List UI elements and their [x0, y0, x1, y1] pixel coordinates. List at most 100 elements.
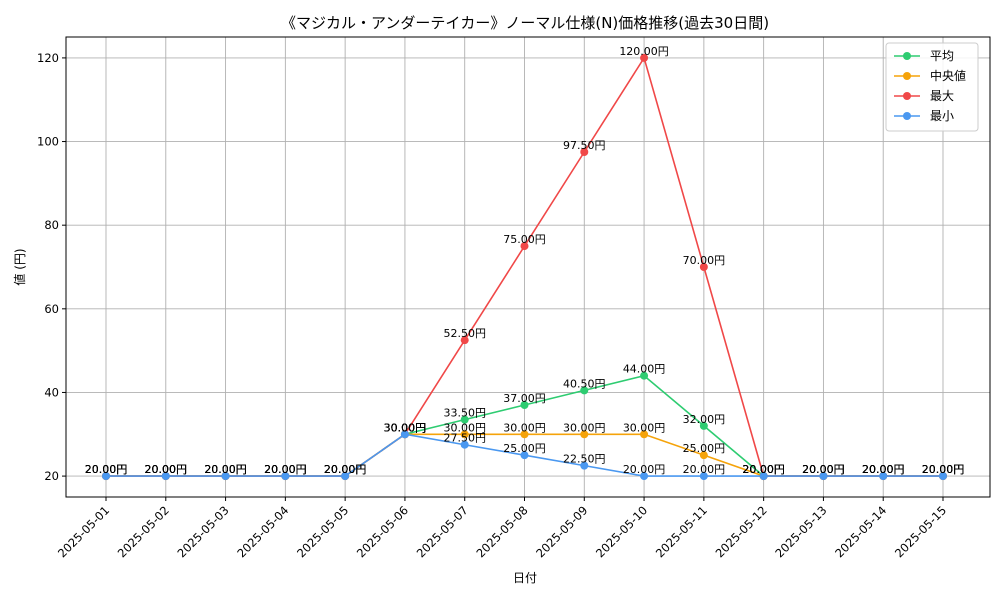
y-tick-label: 40	[44, 385, 59, 399]
data-label: 40.50円	[563, 377, 606, 390]
data-label: 27.50円	[443, 432, 486, 445]
data-label: 20.00円	[742, 463, 785, 476]
data-label: 75.00円	[503, 233, 546, 246]
data-point	[879, 472, 888, 481]
data-point	[580, 461, 589, 470]
data-label: 30.00円	[384, 421, 427, 434]
data-point	[341, 472, 350, 481]
x-tick-label: 2025-05-09	[533, 503, 590, 560]
x-tick-label: 2025-05-10	[593, 503, 650, 560]
data-point	[460, 440, 469, 449]
legend-swatch-marker	[903, 52, 911, 60]
x-tick-label: 2025-05-14	[832, 503, 889, 560]
data-point	[580, 148, 589, 156]
data-label: 20.00円	[802, 463, 845, 476]
data-label: 30.00円	[443, 421, 486, 434]
legend-swatch-marker	[903, 112, 911, 120]
data-label: 20.00円	[742, 463, 785, 476]
data-label: 37.00円	[503, 392, 546, 405]
data-label: 25.00円	[503, 442, 546, 455]
x-tick-label: 2025-05-05	[294, 503, 351, 560]
data-point	[699, 263, 708, 271]
x-tick-label: 2025-05-08	[473, 503, 530, 560]
data-point	[699, 421, 708, 430]
data-label: 30.00円	[384, 421, 427, 434]
data-label: 20.00円	[85, 463, 128, 476]
data-label: 20.00円	[922, 463, 965, 476]
data-label: 44.00円	[623, 363, 666, 376]
data-label: 20.00円	[324, 463, 367, 476]
data-point	[819, 472, 828, 481]
data-label: 20.00円	[802, 463, 845, 476]
data-label: 20.00円	[324, 463, 367, 476]
data-label: 20.00円	[623, 463, 666, 476]
x-tick-label: 2025-05-04	[234, 503, 291, 560]
data-label: 20.00円	[802, 463, 845, 476]
data-label: 20.00円	[204, 463, 247, 476]
data-label: 97.50円	[563, 139, 606, 152]
data-point	[221, 472, 230, 481]
y-tick-label: 100	[37, 135, 59, 149]
legend-swatch-marker	[903, 92, 911, 100]
legend-entry-label: 最小	[930, 109, 954, 123]
data-label: 25.00円	[683, 442, 726, 455]
data-point	[939, 472, 947, 481]
data-label: 20.00円	[742, 463, 785, 476]
data-label: 20.00円	[264, 463, 307, 476]
y-tick-label: 80	[44, 218, 59, 232]
data-label: 32.00円	[683, 413, 726, 426]
data-label: 20.00円	[324, 463, 367, 476]
x-tick-label: 2025-05-06	[354, 503, 411, 560]
data-label: 30.00円	[384, 421, 427, 434]
data-label: 20.00円	[145, 463, 188, 476]
data-point	[520, 451, 529, 460]
data-label: 20.00円	[683, 463, 726, 476]
chart-title: 《マジカル・アンダーテイカー》ノーマル仕様(N)価格推移(過去30日間)	[281, 14, 769, 32]
data-point	[580, 430, 589, 439]
y-tick-label: 120	[37, 51, 59, 65]
data-label: 20.00円	[145, 463, 188, 476]
grid-layer	[66, 37, 990, 497]
data-label: 30.00円	[384, 421, 427, 434]
data-label: 20.00円	[742, 463, 785, 476]
data-label: 20.00円	[802, 463, 845, 476]
data-label: 20.00円	[264, 463, 307, 476]
data-point	[759, 472, 768, 481]
data-point	[699, 472, 708, 481]
data-label: 30.00円	[503, 421, 546, 434]
data-point	[460, 336, 469, 345]
data-point	[640, 430, 649, 439]
data-point	[699, 451, 708, 460]
x-tick-label: 2025-05-03	[175, 503, 232, 560]
tick-layer: 2025-05-01 2025-05-02 2025-05-03 2025-05-04…	[37, 51, 949, 560]
series-layer	[102, 53, 947, 481]
plot-frame	[65, 36, 991, 498]
y-tick-label: 20	[44, 469, 59, 483]
data-label: 120.00円	[619, 45, 669, 58]
data-point	[281, 472, 290, 481]
data-label: 20.00円	[264, 463, 307, 476]
data-label: 20.00円	[862, 463, 905, 476]
data-label: 20.00円	[862, 463, 905, 476]
legend-entry-label: 平均	[930, 49, 954, 63]
data-label: 20.00円	[204, 463, 247, 476]
data-label: 30.00円	[623, 421, 666, 434]
y-axis-label: 値 (円)	[12, 248, 27, 285]
legend-box	[885, 42, 979, 132]
data-point	[460, 415, 469, 424]
x-tick-label: 2025-05-02	[115, 503, 172, 560]
data-point	[520, 242, 529, 251]
data-label: 33.50円	[443, 407, 486, 420]
data-label: 20.00円	[85, 463, 128, 476]
data-label-layer: 20.00円 20.00円 20.00円 20.00円 20.00円30.00円33.5…	[85, 45, 965, 476]
data-label: 20.00円	[145, 463, 188, 476]
data-label: 20.00円	[922, 463, 965, 476]
legend-entry-label: 最大	[930, 89, 954, 103]
data-label: 20.00円	[85, 463, 128, 476]
data-label: 20.00円	[922, 463, 965, 476]
data-label: 20.00円	[264, 463, 307, 476]
x-tick-label: 2025-05-01	[55, 503, 112, 560]
data-label: 20.00円	[204, 463, 247, 476]
